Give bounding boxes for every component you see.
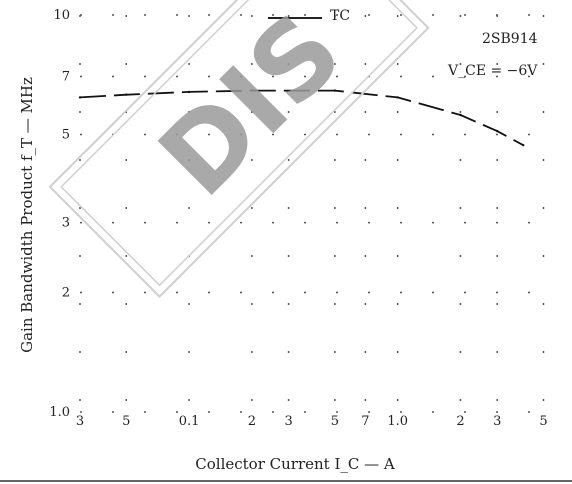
y-tick-label-2: 3 bbox=[62, 216, 70, 231]
series-0-point-5 bbox=[396, 96, 399, 99]
series-0-point-8 bbox=[522, 143, 525, 147]
x-tick-label-0: 3 bbox=[76, 414, 84, 429]
y-tick-label-5: 10 bbox=[53, 8, 70, 23]
x-tick-label-3: 2 bbox=[248, 414, 256, 429]
series-0-point-7 bbox=[496, 129, 499, 133]
tick-labels: 3 5 0.1 2 3 5 7 1.0 2 3 5 1.0 2 3 5 7 10 bbox=[49, 8, 547, 429]
series-0-point-0 bbox=[78, 96, 82, 99]
x-tick-label-5: 5 bbox=[331, 414, 339, 429]
y-tick-label-1: 2 bbox=[62, 285, 70, 300]
x-tick-label-6: 7 bbox=[361, 414, 369, 429]
x-tick-label-9: 3 bbox=[493, 414, 501, 429]
series-layer bbox=[78, 89, 525, 147]
device-label: 2SB914 bbox=[482, 31, 538, 47]
watermark-frame-inner bbox=[60, 0, 418, 287]
x-tick-label-1: 5 bbox=[122, 414, 130, 429]
x-tick-label-2: 0.1 bbox=[179, 414, 200, 429]
watermark-frame-outer bbox=[48, 0, 430, 298]
x-tick-label-4: 3 bbox=[284, 414, 292, 429]
series-0-point-4 bbox=[333, 89, 337, 92]
y-axis-label: Gain Bandwidth Product f_T — MHz bbox=[18, 77, 36, 353]
x-tick-label-8: 2 bbox=[456, 414, 464, 429]
x-tick-label-10: 5 bbox=[539, 414, 547, 429]
series-0-point-1 bbox=[125, 93, 128, 96]
series-0-point-2 bbox=[187, 90, 191, 94]
series-0-point-6 bbox=[459, 113, 462, 117]
y-tick-label-3: 5 bbox=[62, 128, 70, 143]
y-tick-label-4: 7 bbox=[62, 69, 70, 84]
x-tick-label-7: 1.0 bbox=[387, 414, 408, 429]
x-axis-label: Collector Current I_C — A bbox=[195, 455, 395, 473]
top-note: TC bbox=[330, 8, 350, 24]
series-0-point-3 bbox=[250, 89, 254, 92]
y-tick-label-0: 1.0 bbox=[49, 405, 70, 420]
condition-label: V_CE = −6V bbox=[447, 63, 538, 79]
watermark: DIS bbox=[48, 0, 430, 298]
watermark-text: DIS bbox=[136, 0, 365, 219]
